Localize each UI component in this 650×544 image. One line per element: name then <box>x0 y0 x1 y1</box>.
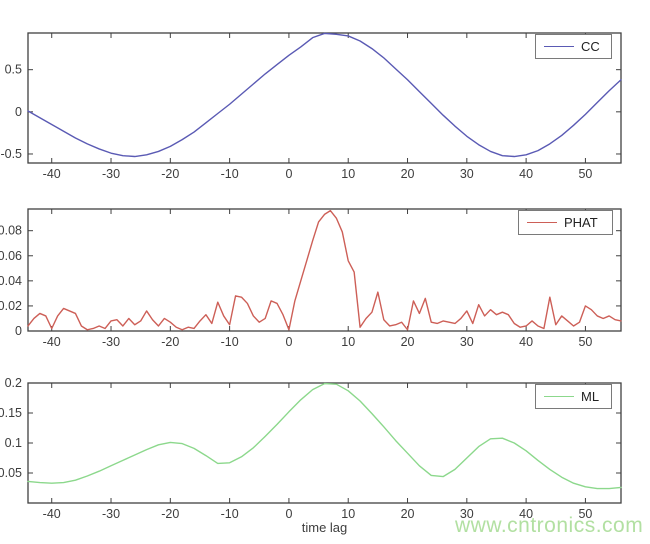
x-tick-label: -30 <box>102 335 120 349</box>
x-tick-label: 30 <box>460 335 474 349</box>
x-tick-label: 50 <box>578 507 592 521</box>
phat-line-sample-icon <box>527 222 557 223</box>
subplot-phat: -40 -30 -20 -10 0 10 20 30 40 50 0 0.02 0.04 0.06 0.08 <box>0 208 622 349</box>
x-tick-label: -40 <box>43 167 61 181</box>
cc-curve <box>27 32 622 158</box>
x-tick-label: -10 <box>221 167 239 181</box>
phat-curve <box>27 209 622 331</box>
y-tick-label: 0 <box>15 324 22 338</box>
legend-cc: CC <box>535 34 612 59</box>
x-tick-label: -20 <box>161 335 179 349</box>
y-tick-label: 0.2 <box>5 376 22 390</box>
y-tick-label: -0.5 <box>0 147 22 161</box>
x-tick-label: -30 <box>102 167 120 181</box>
subplot-ml: -40 -30 -20 -10 0 10 20 30 40 50 0.05 0.1 0.15 0.2 <box>0 376 622 521</box>
x-tick-label: 0 <box>285 167 292 181</box>
axes-frame <box>27 208 622 332</box>
x-tick-label: 40 <box>519 507 533 521</box>
x-tick-label: 20 <box>401 335 415 349</box>
x-tick-label: -20 <box>161 167 179 181</box>
subplot-cc: -40 -30 -20 -10 0 10 20 30 40 50 -0.5 0 0.5 <box>0 32 622 181</box>
x-tick-label: -10 <box>221 335 239 349</box>
x-tick-label: 40 <box>519 335 533 349</box>
cc-line-sample-icon <box>544 46 574 47</box>
x-tick-label: -20 <box>161 507 179 521</box>
y-tick-label: 0.02 <box>0 299 22 313</box>
axes-frame <box>27 32 622 164</box>
x-tick-label: 50 <box>578 167 592 181</box>
y-tick-label: 0 <box>15 105 22 119</box>
ml-curve <box>27 382 622 490</box>
y-tick-label: 0.08 <box>0 224 22 238</box>
x-tick-label: 10 <box>341 507 355 521</box>
legend-phat: PHAT <box>518 210 613 235</box>
y-tick-label: 0.06 <box>0 249 22 263</box>
x-tick-label: 40 <box>519 167 533 181</box>
x-tick-label: 0 <box>285 507 292 521</box>
x-tick-label: 10 <box>341 167 355 181</box>
x-tick-label: 30 <box>460 167 474 181</box>
x-tick-label: -40 <box>43 335 61 349</box>
axes-frame <box>27 382 622 504</box>
x-tick-label: -40 <box>43 507 61 521</box>
x-tick-label: -10 <box>221 507 239 521</box>
legend-cc-label: CC <box>581 39 600 54</box>
x-axis-label: time lag <box>301 520 348 535</box>
y-tick-label: 0.05 <box>0 466 22 480</box>
x-tick-label: 30 <box>460 507 474 521</box>
ml-line-sample-icon <box>544 396 574 397</box>
y-tick-label: 0.15 <box>0 406 22 420</box>
legend-ml: ML <box>535 384 612 409</box>
x-tick-label: 20 <box>401 167 415 181</box>
y-tick-label: 0.5 <box>5 63 22 77</box>
x-tick-label: -30 <box>102 507 120 521</box>
legend-ml-label: ML <box>581 389 600 404</box>
watermark-text: www.cntronics.com <box>455 514 644 537</box>
x-tick-label: 20 <box>401 507 415 521</box>
legend-phat-label: PHAT <box>564 215 598 230</box>
x-tick-label: 50 <box>578 335 592 349</box>
x-tick-label: 0 <box>285 335 292 349</box>
x-tick-label: 10 <box>341 335 355 349</box>
y-tick-label: 0.1 <box>5 436 22 450</box>
y-tick-label: 0.04 <box>0 274 22 288</box>
